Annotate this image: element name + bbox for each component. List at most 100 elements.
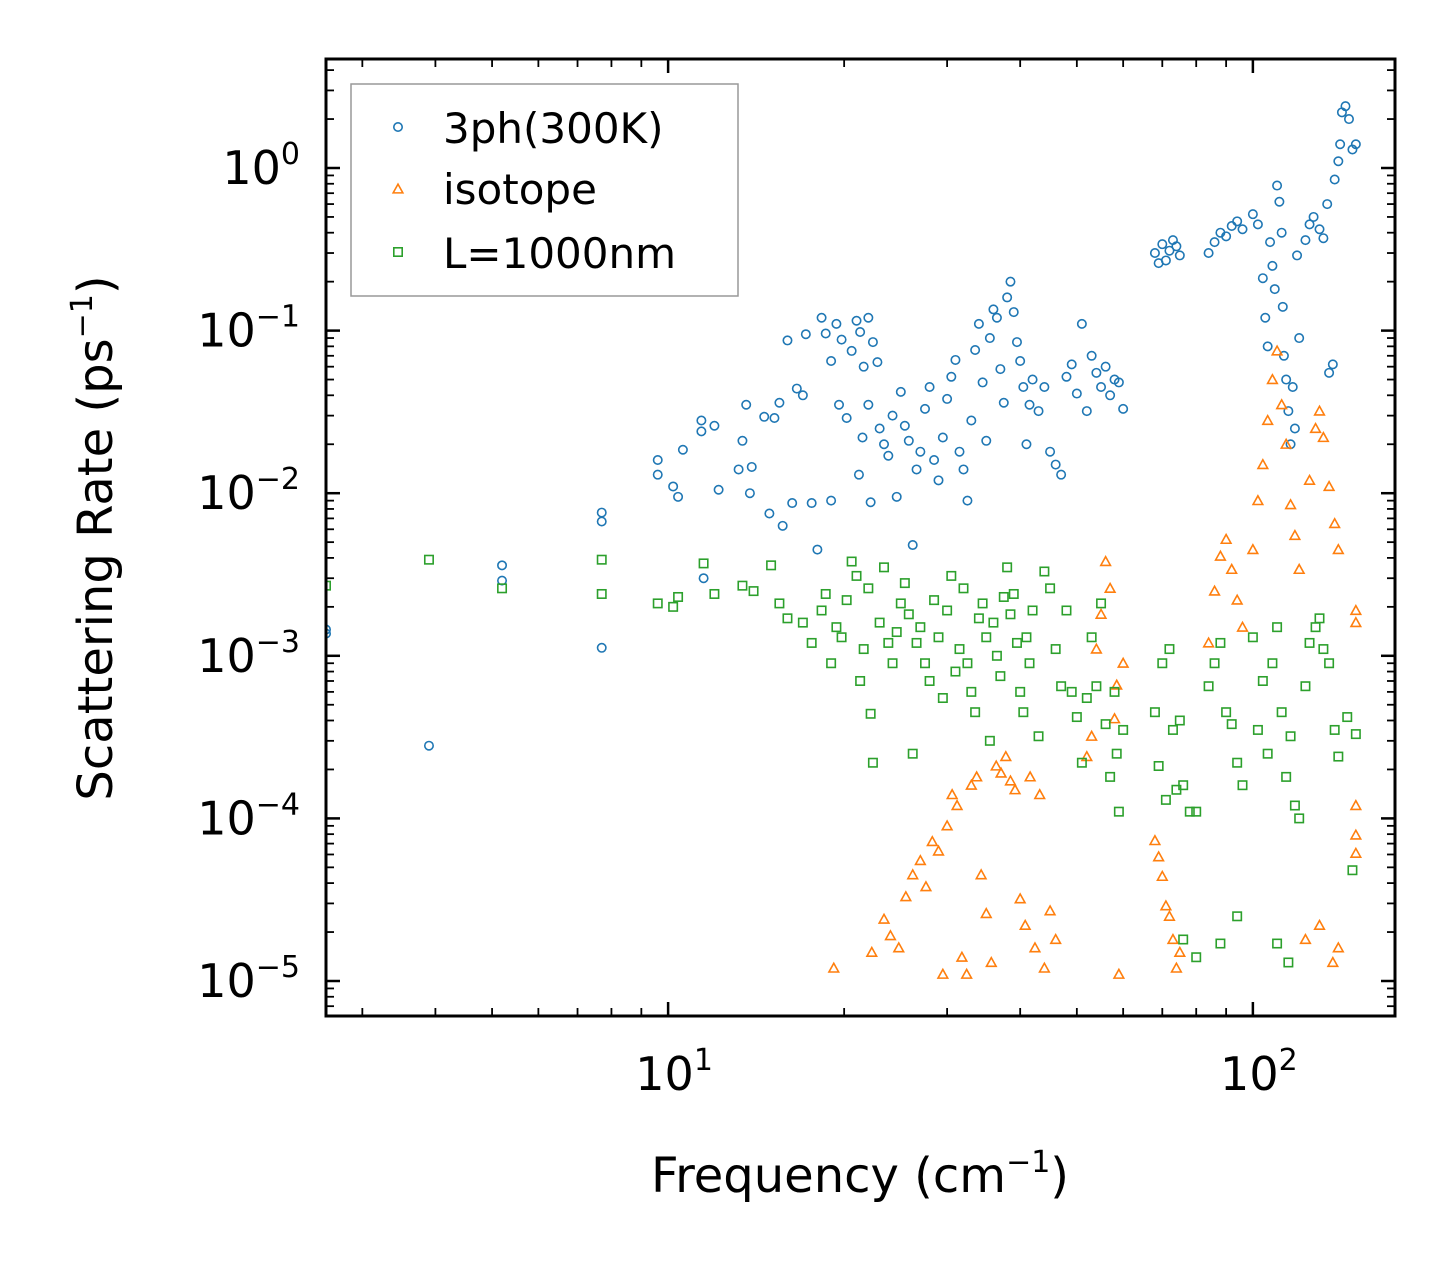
point-circle-s0-105: [1086, 350, 1097, 361]
point-circle-s0-70: [942, 393, 953, 404]
point-square-s2-97: [1174, 715, 1185, 726]
point-triangle-s1-81: [1332, 941, 1345, 953]
point-circle-s0-134: [1267, 260, 1278, 271]
point-square-s2-45: [937, 693, 948, 704]
point-triangle-s1-31: [1033, 788, 1046, 800]
point-square-s2-101: [1203, 681, 1214, 692]
point-circle-s0-40: [826, 495, 837, 506]
point-square-s2-82: [1091, 681, 1102, 692]
point-triangle-s1-64: [1266, 373, 1279, 385]
point-circle-s0-0: [326, 624, 331, 635]
point-triangle-s1-4: [892, 941, 905, 953]
point-triangle-s1-22: [990, 759, 1003, 771]
point-square-s2-81: [1086, 632, 1097, 643]
point-square-s2-15: [797, 617, 808, 628]
point-square-s2-62: [1002, 562, 1013, 573]
point-circle-s0-20: [741, 399, 752, 410]
point-square-s2-32: [883, 637, 894, 648]
point-square-s2-72: [1039, 566, 1050, 577]
point-circle-s0-17: [713, 484, 724, 495]
point-circle-s0-124: [1221, 231, 1232, 242]
point-triangle-s1-69: [1288, 528, 1302, 541]
point-square-s2-6: [668, 601, 679, 612]
point-circle-s0-144: [1287, 381, 1298, 392]
point-triangle-s1-40: [1103, 581, 1117, 593]
scatter-points: [326, 101, 1363, 979]
point-triangle-s1-20: [980, 907, 993, 919]
point-circle-s0-11: [673, 491, 684, 502]
point-circle-s0-52: [863, 399, 874, 410]
point-circle-s0-133: [1265, 237, 1276, 248]
point-triangle-s1-26: [1008, 783, 1022, 795]
point-square-s2-80: [1081, 693, 1092, 704]
point-square-s2-70: [1027, 605, 1038, 616]
point-circle-s0-28: [782, 335, 793, 346]
point-circle-s0-31: [800, 329, 811, 340]
point-circle-s0-15: [698, 573, 709, 584]
point-triangle-s1-25: [1004, 774, 1017, 786]
point-circle-s0-82: [988, 304, 999, 315]
point-circle-s0-39: [812, 544, 823, 555]
point-circle-s0-148: [1300, 235, 1311, 246]
point-square-s2-65: [1011, 637, 1022, 648]
point-triangle-s1-50: [1166, 933, 1180, 945]
point-square-s2-78: [1071, 712, 1082, 723]
point-circle-s0-77: [970, 344, 981, 355]
point-square-s2-49: [954, 644, 965, 655]
point-square-s2-111: [1262, 748, 1273, 759]
point-square-s2-55: [977, 598, 988, 609]
point-circle-s0-26: [774, 397, 785, 408]
point-circle-s0-47: [863, 312, 874, 323]
point-triangle-s1-78: [1299, 933, 1312, 945]
point-circle-s0-158: [1335, 139, 1346, 150]
point-triangle-s1-62: [1256, 458, 1270, 470]
point-square-s2-13: [774, 598, 785, 609]
point-triangle-s1-82: [1349, 799, 1363, 811]
point-circle-s0-61: [903, 435, 914, 446]
point-square-s2-86: [1109, 686, 1120, 697]
point-circle-s0-126: [1232, 216, 1243, 227]
y-tick-label-0: 100: [222, 137, 300, 195]
point-triangle-s1-86: [1349, 603, 1363, 616]
point-circle-s0-32: [797, 390, 808, 401]
point-circle-s0-85: [998, 397, 1009, 408]
point-triangle-s1-34: [1049, 933, 1062, 945]
point-triangle-s1-0: [827, 961, 840, 973]
point-circle-s0-139: [1277, 301, 1288, 312]
point-square-s2-104: [1221, 707, 1232, 718]
point-square-s2-17: [816, 605, 827, 616]
point-square-s2-73: [1045, 583, 1056, 594]
point-square-s2-34: [891, 627, 902, 638]
point-circle-s0-95: [1033, 406, 1044, 417]
point-triangle-s1-65: [1270, 344, 1284, 356]
point-circle-s0-80: [981, 435, 992, 446]
point-triangle-s1-48: [1159, 899, 1173, 911]
point-triangle-s1-16: [960, 967, 973, 979]
point-circle-s0-90: [1015, 356, 1026, 367]
tick-labels: 101 102 100 10−1 10−2 10−3 10−4 10−5: [197, 137, 1297, 1101]
point-circle-s0-27: [777, 520, 788, 531]
point-square-s2-71: [1033, 731, 1044, 742]
point-circle-s0-37: [831, 318, 842, 329]
point-square-s2-47: [946, 570, 957, 581]
point-square-s2-127: [1342, 712, 1353, 723]
point-circle-s0-135: [1269, 284, 1280, 295]
point-circle-s0-115: [1157, 239, 1168, 250]
point-circle-s0-137: [1274, 196, 1285, 207]
point-square-s2-133: [1232, 911, 1243, 922]
legend-label-isotope: isotope: [443, 165, 597, 214]
point-circle-s0-42: [841, 413, 852, 424]
point-circle-s0-78: [973, 318, 984, 329]
point-triangle-s1-12: [940, 819, 954, 831]
x-tick-label-1: 102: [1220, 1043, 1298, 1101]
point-circle-s0-91: [1018, 381, 1029, 392]
point-triangle-s1-8: [919, 880, 933, 892]
point-triangle-s1-21: [985, 955, 998, 968]
point-circle-s0-112: [1118, 403, 1129, 414]
point-circle-s0-21: [744, 488, 755, 499]
point-circle-s0-25: [769, 413, 780, 424]
point-circle-s0-7: [596, 642, 607, 653]
point-triangle-s1-44: [1116, 656, 1130, 668]
point-triangle-s1-24: [999, 750, 1012, 762]
point-circle-s0-154: [1324, 367, 1335, 378]
